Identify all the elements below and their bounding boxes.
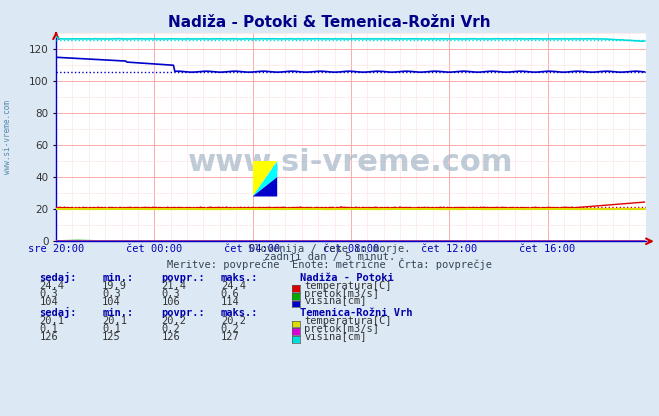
Text: višina[cm]: višina[cm] xyxy=(304,332,367,342)
Text: Nadiža - Potoki & Temenica-Rožni Vrh: Nadiža - Potoki & Temenica-Rožni Vrh xyxy=(168,15,491,30)
Text: www.si-vreme.com: www.si-vreme.com xyxy=(188,148,513,177)
Text: povpr.:: povpr.: xyxy=(161,308,205,318)
Text: povpr.:: povpr.: xyxy=(161,273,205,283)
Text: 0,2: 0,2 xyxy=(221,324,239,334)
Text: Temenica-Rožni Vrh: Temenica-Rožni Vrh xyxy=(300,308,413,318)
Text: 20,2: 20,2 xyxy=(221,317,246,327)
Text: 0,3: 0,3 xyxy=(40,289,58,299)
Text: 20,1: 20,1 xyxy=(40,317,65,327)
Text: višina[cm]: višina[cm] xyxy=(304,296,367,307)
Text: 24,4: 24,4 xyxy=(40,281,65,291)
Text: Meritve: povprečne  Enote: metrične  Črta: povprečje: Meritve: povprečne Enote: metrične Črta:… xyxy=(167,258,492,270)
Text: Nadiža - Potoki: Nadiža - Potoki xyxy=(300,273,393,283)
Text: zadnji dan / 5 minut.: zadnji dan / 5 minut. xyxy=(264,252,395,262)
Text: maks.:: maks.: xyxy=(221,308,258,318)
Text: 0,1: 0,1 xyxy=(102,324,121,334)
Text: sedaj:: sedaj: xyxy=(40,307,77,318)
Polygon shape xyxy=(252,177,277,196)
Text: 127: 127 xyxy=(221,332,239,342)
Text: 0,3: 0,3 xyxy=(161,289,180,299)
Text: 106: 106 xyxy=(161,297,180,307)
Text: 126: 126 xyxy=(161,332,180,342)
Text: 0,6: 0,6 xyxy=(221,289,239,299)
Polygon shape xyxy=(252,161,277,196)
Text: min.:: min.: xyxy=(102,308,133,318)
Text: 20,2: 20,2 xyxy=(161,317,186,327)
Text: temperatura[C]: temperatura[C] xyxy=(304,281,392,291)
Text: min.:: min.: xyxy=(102,273,133,283)
Text: Slovenija / reke in morje.: Slovenija / reke in morje. xyxy=(248,244,411,254)
Text: 19,9: 19,9 xyxy=(102,281,127,291)
Text: 0,1: 0,1 xyxy=(40,324,58,334)
Text: 24,4: 24,4 xyxy=(221,281,246,291)
Text: 0,2: 0,2 xyxy=(161,324,180,334)
Text: sedaj:: sedaj: xyxy=(40,272,77,283)
Polygon shape xyxy=(252,161,277,196)
Text: 125: 125 xyxy=(102,332,121,342)
Text: pretok[m3/s]: pretok[m3/s] xyxy=(304,289,380,299)
Text: temperatura[C]: temperatura[C] xyxy=(304,317,392,327)
Text: www.si-vreme.com: www.si-vreme.com xyxy=(3,100,13,174)
Text: 104: 104 xyxy=(102,297,121,307)
Text: 126: 126 xyxy=(40,332,58,342)
Text: pretok[m3/s]: pretok[m3/s] xyxy=(304,324,380,334)
Text: 0,3: 0,3 xyxy=(102,289,121,299)
Text: 20,1: 20,1 xyxy=(102,317,127,327)
Text: 104: 104 xyxy=(40,297,58,307)
Text: 21,4: 21,4 xyxy=(161,281,186,291)
Text: 114: 114 xyxy=(221,297,239,307)
Text: maks.:: maks.: xyxy=(221,273,258,283)
